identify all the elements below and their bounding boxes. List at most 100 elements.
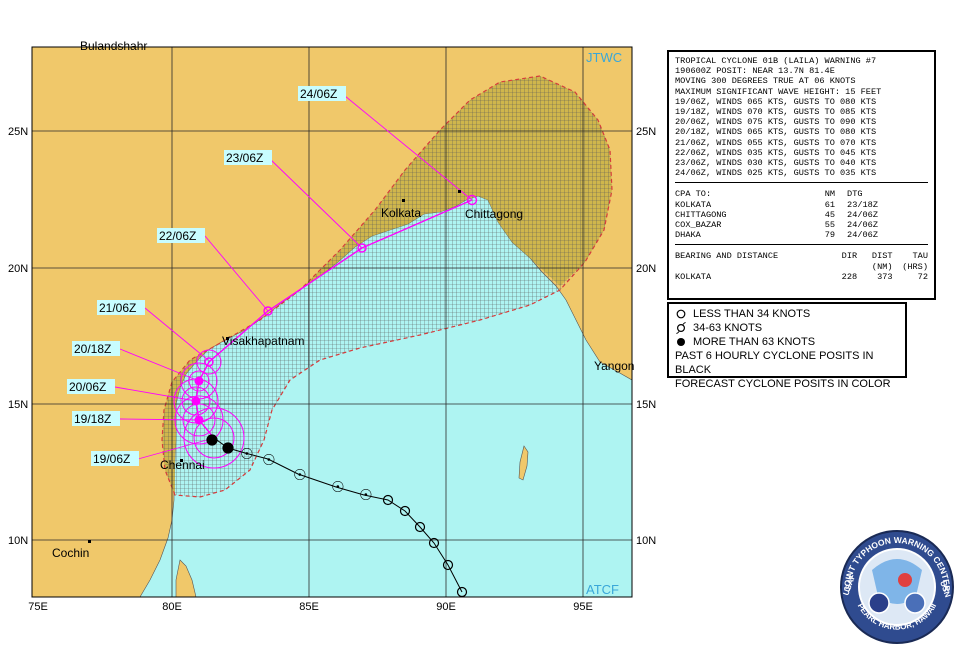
cpa-dtg: 24/06Z	[847, 230, 878, 241]
forecast-points	[191, 194, 478, 425]
map-frame	[31, 46, 633, 598]
warning-line: MAXIMUM SIGNIFICANT WAVE HEIGHT: 15 FEET	[675, 86, 882, 97]
place-visakhapatnam: Visakhapatnam	[222, 334, 305, 348]
lat-label-right: 10N	[636, 535, 656, 547]
land-sri-lanka	[175, 559, 197, 597]
past-track-points: ☉ ☉ ☉ ☉ ☉	[206, 434, 468, 597]
forecast-label-20-06z: 20/06Z	[69, 380, 106, 394]
graticule	[32, 47, 632, 597]
cpa-header-label: CPA TO:	[675, 189, 712, 200]
svg-text:☉: ☉	[331, 478, 344, 496]
warning-line: 20/18Z, WINDS 065 KTS, GUSTS TO 080 KTS	[675, 127, 877, 138]
cpa-place: DHAKA	[675, 230, 701, 241]
emblem-storm-icon	[898, 573, 912, 587]
emblem-usn-patch-icon	[904, 592, 926, 614]
land-andaman	[518, 445, 529, 481]
warning-line: 21/06Z, WINDS 055 KTS, GUSTS TO 070 KTS	[675, 137, 877, 148]
bearing-tau: 72	[917, 271, 928, 282]
cpa-dtg: 24/06Z	[847, 209, 878, 220]
bearing-dist: 373	[877, 271, 893, 282]
legend-panel: LESS THAN 34 KNOTS 34-63 KNOTS MORE THAN…	[667, 302, 907, 390]
bearing-place: KOLKATA	[675, 271, 712, 282]
cpa-place: KOLKATA	[675, 199, 712, 210]
cpa-header-nm: NM	[824, 189, 836, 200]
forecast-label-22-06z: 22/06Z	[159, 229, 196, 243]
lon-label: 90E	[436, 601, 456, 613]
warning-line: 20/06Z, WINDS 075 KTS, GUSTS TO 090 KTS	[675, 117, 877, 128]
legend-label: 34-63 KNOTS	[693, 322, 763, 334]
forecast-label-21-06z: 21/06Z	[99, 301, 136, 315]
divider	[675, 182, 928, 184]
forecast-label-20-18z: 20/18Z	[74, 342, 111, 356]
legend-note-past: PAST 6 HOURLY CYCLONE POSITS IN BLACK	[675, 350, 874, 376]
lat-label-right: 20N	[636, 263, 656, 275]
jtwc-emblem: JOINT TYPHOON WARNING CENTER PEARL HARBO…	[840, 530, 954, 644]
bearing-header-tau: TAU	[912, 251, 928, 262]
warning-panel: TROPICAL CYCLONE 01B (LAILA) WARNING #7 …	[667, 50, 936, 300]
cpa-nm: 61	[824, 199, 836, 210]
place-cochin: Cochin	[52, 546, 89, 560]
cpa-nm: 79	[824, 230, 836, 241]
legend-item: 34-63 KNOTS	[675, 321, 899, 335]
divider	[675, 244, 928, 246]
cpa-dtg: 24/06Z	[847, 220, 878, 231]
warning-line: 190600Z POSIT: NEAR 13.7N 81.4E	[675, 66, 835, 77]
cpa-place: COX_BAZAR	[675, 220, 722, 231]
warning-line: MOVING 300 DEGREES TRUE AT 06 KNOTS	[675, 76, 856, 87]
lon-label: 85E	[299, 601, 319, 613]
label-leaders	[114, 95, 473, 460]
open-circle-icon	[675, 309, 687, 319]
lat-label-right: 15N	[636, 399, 656, 411]
place-kolkata: Kolkata	[381, 206, 421, 220]
cpa-table: CPA TO: NM DTG KOLKATA 61 23/18Z CHITTAG…	[675, 189, 928, 240]
place-bulandshahr: Bulandshahr	[80, 39, 147, 53]
legend-note-forecast: FORECAST CYCLONE POSITS IN COLOR	[675, 378, 891, 390]
cpa-nm: 55	[824, 220, 836, 231]
bearing-header-label: BEARING AND DISTANCE	[675, 251, 779, 262]
bearing-table: BEARING AND DISTANCE DIR DIST TAU (NM) (…	[675, 251, 928, 282]
forecast-label-23-06z: 23/06Z	[226, 151, 263, 165]
bearing-header-dist: DIST	[871, 251, 893, 262]
forecast-label-19-18z: 19/18Z	[74, 412, 111, 426]
cyclone-icon	[675, 322, 687, 334]
lon-label: 75E	[28, 601, 48, 613]
city-markers	[88, 190, 461, 543]
warning-line: 19/06Z, WINDS 065 KTS, GUSTS TO 080 KTS	[675, 96, 877, 107]
lat-label-left: 20N	[8, 263, 28, 275]
warning-line: 19/18Z, WINDS 070 KTS, GUSTS TO 085 KTS	[675, 107, 877, 118]
cpa-nm: 45	[824, 209, 836, 220]
cpa-dtg: 23/18Z	[847, 199, 878, 210]
source-top-label: JTWC	[586, 50, 622, 65]
lat-label-right: 25N	[636, 126, 656, 138]
warning-line: 23/06Z, WINDS 030 KTS, GUSTS TO 040 KTS	[675, 158, 877, 169]
emblem-globe-icon	[872, 559, 922, 604]
bearing-dir: 228	[841, 271, 858, 282]
lat-label-left: 25N	[8, 126, 28, 138]
place-chittagong: Chittagong	[465, 207, 523, 221]
source-bottom-label: ATCF	[586, 582, 619, 597]
legend-item: MORE THAN 63 KNOTS	[675, 335, 899, 349]
bearing-header-dir: DIR	[841, 251, 858, 262]
legend-label: MORE THAN 63 KNOTS	[693, 336, 816, 348]
svg-text:☉: ☉	[240, 445, 253, 463]
svg-text:☉: ☉	[359, 486, 372, 504]
svg-text:☉: ☉	[293, 466, 306, 484]
legend-item: LESS THAN 34 KNOTS	[675, 307, 899, 321]
lat-label-left: 15N	[8, 399, 28, 411]
bearing-unit-dist: (NM)	[871, 261, 893, 272]
place-yangon: Yangon	[594, 359, 634, 373]
filled-circle-icon	[675, 337, 687, 347]
lon-label: 80E	[162, 601, 182, 613]
svg-text:☉: ☉	[262, 451, 275, 469]
lon-label: 95E	[573, 601, 593, 613]
bearing-unit-tau: (HRS)	[902, 261, 928, 272]
warning-line: 24/06Z, WINDS 025 KTS, GUSTS TO 035 KTS	[675, 168, 877, 179]
lat-label-left: 10N	[8, 535, 28, 547]
warning-title: TROPICAL CYCLONE 01B (LAILA) WARNING #7	[675, 56, 877, 66]
past-track	[213, 437, 463, 593]
place-chennai: Chennai	[160, 458, 205, 472]
legend-label: LESS THAN 34 KNOTS	[693, 308, 811, 320]
warning-line: 22/06Z, WINDS 035 KTS, GUSTS TO 045 KTS	[675, 147, 877, 158]
cpa-place: CHITTAGONG	[675, 209, 727, 220]
